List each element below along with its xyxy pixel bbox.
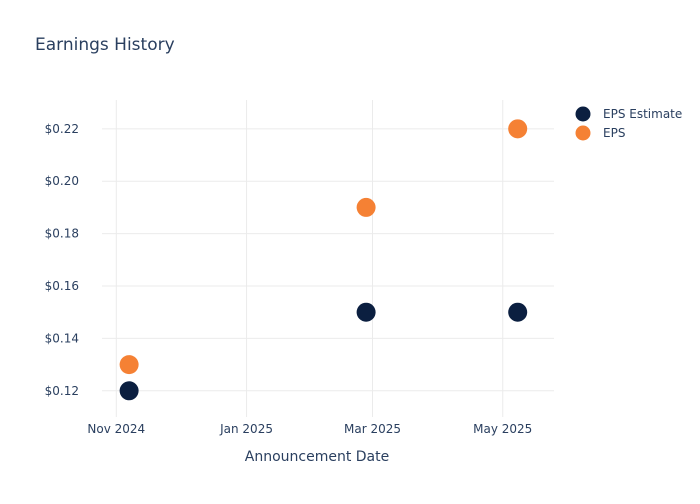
y-tick-label: $0.22 [45,122,79,136]
legend-marker[interactable] [575,125,591,141]
eps-estimate-point[interactable] [508,302,528,322]
x-tick-label: Jan 2025 [219,422,273,436]
y-tick-label: $0.16 [45,279,79,293]
eps-estimate-point[interactable] [356,302,376,322]
chart-title: Earnings History [35,35,175,55]
grid-layer [102,100,554,417]
legend-label[interactable]: EPS [603,126,625,140]
legend: EPS Estimate EPS [575,106,682,141]
x-axis-label: Announcement Date [245,449,389,465]
marker-layer [119,119,528,401]
eps-point[interactable] [356,197,376,217]
x-tick-label: Nov 2024 [87,422,145,436]
axis-layer: $0.12 $0.14 $0.16 $0.18 $0.20 $0.22 Nov 2024 Ja… [45,122,533,436]
x-tick-label: May 2025 [473,422,532,436]
legend-marker[interactable] [575,106,591,122]
y-tick-label: $0.12 [45,384,79,398]
eps-estimate-point[interactable] [119,381,139,401]
eps-point[interactable] [508,119,528,139]
eps-point[interactable] [119,355,139,375]
y-tick-label: $0.20 [45,174,79,188]
x-tick-label: Mar 2025 [344,422,401,436]
y-tick-label: $0.18 [45,227,79,241]
legend-label[interactable]: EPS Estimate [603,107,682,121]
y-tick-label: $0.14 [45,331,79,345]
